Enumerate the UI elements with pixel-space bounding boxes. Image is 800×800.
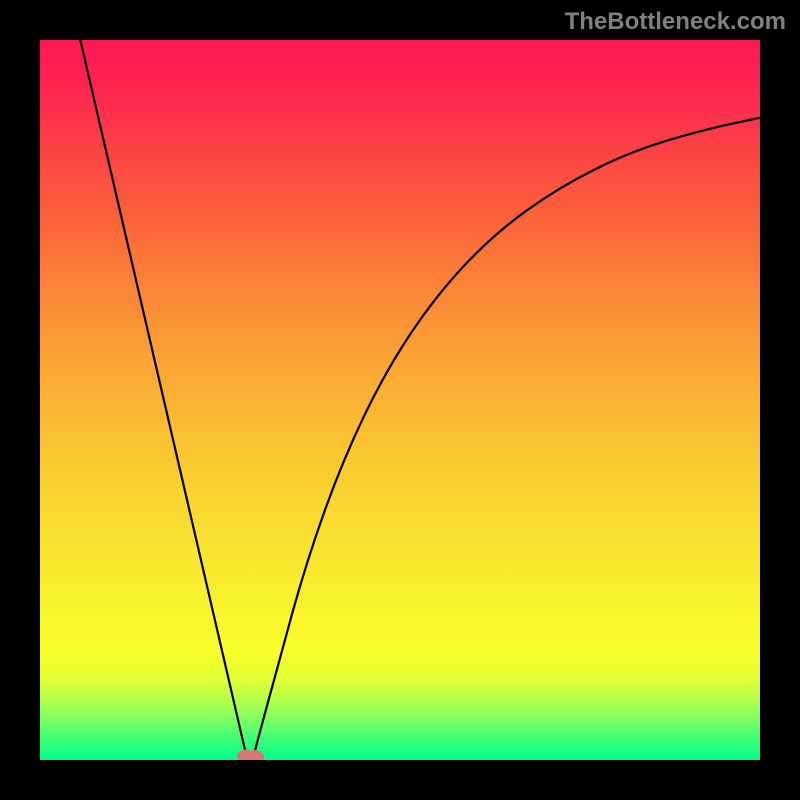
watermark-text: TheBottleneck.com xyxy=(565,8,786,36)
chart-frame: TheBottleneck.com xyxy=(0,0,800,800)
plot-area xyxy=(40,40,760,760)
sweet-spot-marker xyxy=(40,40,760,760)
